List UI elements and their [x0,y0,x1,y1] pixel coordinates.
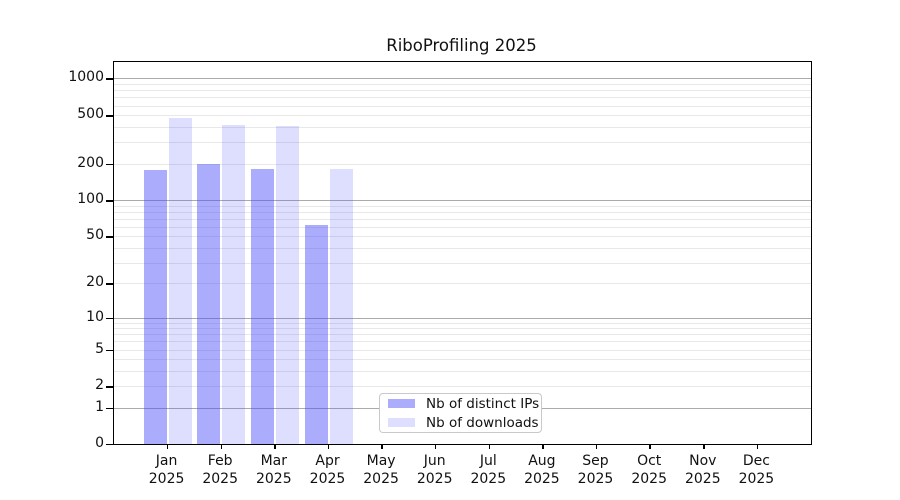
y-tick-label: 50 [86,227,104,244]
y-tick-label: 2 [95,377,104,394]
y-tick-label: 0 [95,434,104,451]
major-gridline [114,200,811,201]
minor-gridline [114,205,811,207]
bar-distinct-ips [143,170,167,444]
x-tick-label: Dec 2025 [738,453,775,487]
minor-gridline [114,328,811,330]
x-tick-label: Oct 2025 [631,453,667,487]
x-tick-mark [542,444,544,449]
y-tick-mark [106,236,113,238]
minor-gridline [114,105,811,107]
y-tick-mark [106,283,113,285]
minor-gridline [114,142,811,144]
major-gridline [114,78,811,80]
y-tick-mark [106,317,113,319]
x-tick-mark [220,444,222,449]
minor-gridline [114,236,811,238]
y-tick-label: 5 [95,340,104,357]
bar-distinct-ips [250,168,274,444]
y-tick-mark [106,163,113,165]
x-tick-label: Nov 2025 [684,453,721,487]
minor-gridline [114,247,811,249]
bar-downloads [329,168,353,444]
y-tick-label: 1 [95,398,104,415]
bar-distinct-ips [304,225,328,444]
y-tick-mark [106,349,113,352]
y-tick-mark [106,407,113,410]
minor-gridline [114,163,811,165]
x-tick-mark [703,444,705,449]
y-tick-mark [106,386,113,388]
x-tick-label: Mar 2025 [255,453,292,487]
minor-gridline [114,84,811,85]
minor-gridline [114,359,811,361]
x-tick-mark [434,444,437,449]
x-tick-label: Feb 2025 [202,453,238,487]
y-tick-mark [106,115,113,117]
x-tick-mark [327,444,330,449]
chart-title: RiboProfiling 2025 [386,36,537,55]
bar-downloads [275,126,299,444]
minor-gridline [114,349,811,351]
x-tick-label: Apr 2025 [309,453,346,487]
minor-gridline [114,386,811,388]
x-tick-label: Jan 2025 [148,453,185,487]
y-tick-label: 10 [86,308,104,325]
legend-item-distinct-ips: Nb of distinct IPs [380,396,541,412]
minor-gridline [114,334,811,336]
legend-label-distinct-ips: Nb of distinct IPs [426,395,540,412]
x-tick-mark [595,444,598,449]
bar-downloads [222,125,246,444]
bar-distinct-ips [197,164,221,444]
minor-gridline [114,262,811,264]
x-tick-label: Jul 2025 [470,453,507,487]
y-tick-label: 20 [86,274,104,291]
y-tick-mark [106,200,113,202]
y-tick-label: 500 [77,106,104,123]
x-tick-mark [166,444,169,449]
y-tick-mark [106,78,113,80]
minor-gridline [114,97,811,99]
x-tick-label: Sep 2025 [577,453,614,487]
major-gridline [114,317,811,319]
y-tick-label: 100 [77,191,104,207]
minor-gridline [114,283,811,285]
x-tick-mark [274,444,276,449]
legend-label-downloads: Nb of downloads [426,414,539,431]
y-tick-label: 1000 [68,69,104,86]
minor-gridline [114,371,811,372]
legend-swatch-distinct-ips [388,399,415,408]
x-tick-label: Jun 2025 [416,453,453,487]
minor-gridline [114,126,811,128]
minor-gridline [114,211,811,213]
legend-swatch-downloads [388,418,415,427]
x-tick-mark [381,444,383,449]
legend-item-downloads: Nb of downloads [380,415,541,431]
x-tick-label: Aug 2025 [524,453,560,487]
minor-gridline [114,218,811,220]
x-tick-mark [649,444,651,449]
minor-gridline [114,90,811,92]
y-tick-mark [106,443,113,445]
x-tick-mark [488,444,491,449]
x-tick-label: May 2025 [363,453,399,487]
legend: Nb of distinct IPs Nb of downloads [379,393,542,433]
plot-area [106,61,812,449]
bar-downloads [168,117,192,444]
minor-gridline [114,226,811,228]
y-tick-label: 200 [77,154,104,171]
x-tick-mark [756,444,759,449]
minor-gridline [114,341,811,343]
minor-gridline [114,322,811,324]
minor-gridline [114,115,811,117]
